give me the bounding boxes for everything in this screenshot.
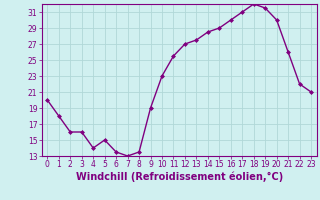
X-axis label: Windchill (Refroidissement éolien,°C): Windchill (Refroidissement éolien,°C) xyxy=(76,172,283,182)
